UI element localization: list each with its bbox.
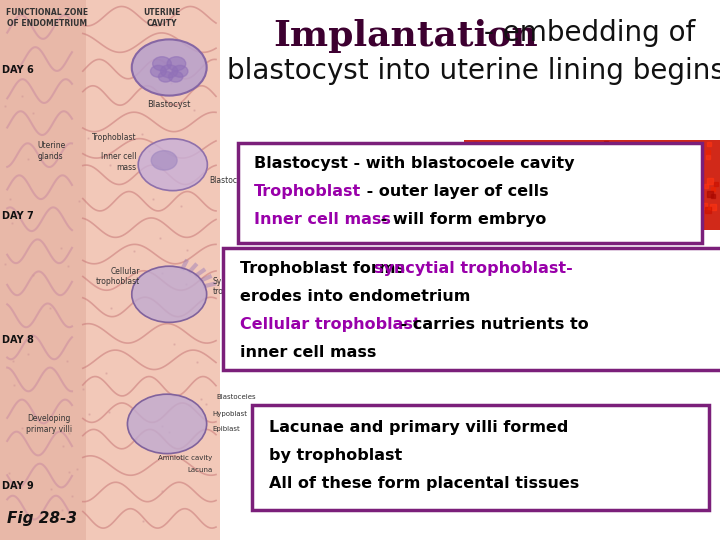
Text: Trophoblast: Trophoblast <box>92 133 137 142</box>
Text: DAY 9: DAY 9 <box>2 481 34 491</box>
Text: - will form embryo: - will form embryo <box>375 212 546 227</box>
Text: Uterine
glands: Uterine glands <box>37 141 66 161</box>
Text: DAY 7: DAY 7 <box>2 211 34 221</box>
Text: blastocyst into uterine lining begins at day 7: blastocyst into uterine lining begins at… <box>227 57 720 85</box>
FancyBboxPatch shape <box>223 248 720 370</box>
Text: Blastocoele: Blastocoele <box>209 177 253 185</box>
FancyBboxPatch shape <box>252 405 709 510</box>
Text: - outer layer of cells: - outer layer of cells <box>361 184 549 199</box>
Circle shape <box>158 71 173 82</box>
Circle shape <box>138 139 207 191</box>
Text: All of these form placental tissues: All of these form placental tissues <box>269 476 579 491</box>
Text: Blastoceles: Blastoceles <box>216 394 256 400</box>
Circle shape <box>153 57 171 71</box>
Text: Cellular trophoblast: Cellular trophoblast <box>240 317 420 332</box>
Text: Lacunae and primary villi formed: Lacunae and primary villi formed <box>269 420 568 435</box>
Text: DAY 8: DAY 8 <box>2 335 34 345</box>
Text: Hypoblast: Hypoblast <box>212 411 248 417</box>
Circle shape <box>150 65 166 77</box>
Bar <box>220 0 720 540</box>
Circle shape <box>151 151 177 170</box>
Text: Cellular
trophoblast: Cellular trophoblast <box>96 267 140 286</box>
Bar <box>0 0 86 540</box>
Text: FUNCTIONAL ZONE
OF ENDOMETRIUM: FUNCTIONAL ZONE OF ENDOMETRIUM <box>6 8 88 28</box>
Bar <box>464 140 720 230</box>
Text: - carries nutrients to: - carries nutrients to <box>395 317 588 332</box>
Text: Fig 28-3: Fig 28-3 <box>7 511 77 526</box>
Bar <box>0 0 220 540</box>
Circle shape <box>132 39 207 96</box>
Text: Epiblast: Epiblast <box>212 426 240 433</box>
Text: Trophoblast: Trophoblast <box>254 184 361 199</box>
Text: erodes into endometrium: erodes into endometrium <box>240 289 470 304</box>
Text: Syncytial
trophoblast: Syncytial trophoblast <box>212 276 256 296</box>
Text: Trophoblast forms: Trophoblast forms <box>240 261 410 276</box>
Text: Inner cell mass: Inner cell mass <box>254 212 391 227</box>
FancyBboxPatch shape <box>238 143 702 243</box>
Text: by trophoblast: by trophoblast <box>269 448 402 463</box>
Text: Implantation: Implantation <box>274 19 539 53</box>
Text: - embedding of: - embedding of <box>475 19 696 47</box>
Circle shape <box>172 65 188 77</box>
Circle shape <box>504 170 533 191</box>
Text: inner cell mass: inner cell mass <box>240 345 376 360</box>
Text: UTERINE
CAVITY: UTERINE CAVITY <box>143 8 181 28</box>
Text: Blastocyst: Blastocyst <box>148 100 191 109</box>
Circle shape <box>161 65 178 78</box>
Circle shape <box>127 394 207 454</box>
Text: Inner cell
mass: Inner cell mass <box>102 152 137 172</box>
Text: DAY 6: DAY 6 <box>2 65 34 75</box>
Text: Lacuna: Lacuna <box>187 467 212 473</box>
Text: Developing
primary villi: Developing primary villi <box>26 414 72 434</box>
Circle shape <box>167 57 186 71</box>
Circle shape <box>132 266 207 322</box>
Text: syncytial trophoblast-: syncytial trophoblast- <box>374 261 572 276</box>
Text: Blastocyst - with blastocoele cavity: Blastocyst - with blastocoele cavity <box>254 156 575 171</box>
Text: Amniotic cavity: Amniotic cavity <box>158 455 212 461</box>
Circle shape <box>168 71 183 82</box>
